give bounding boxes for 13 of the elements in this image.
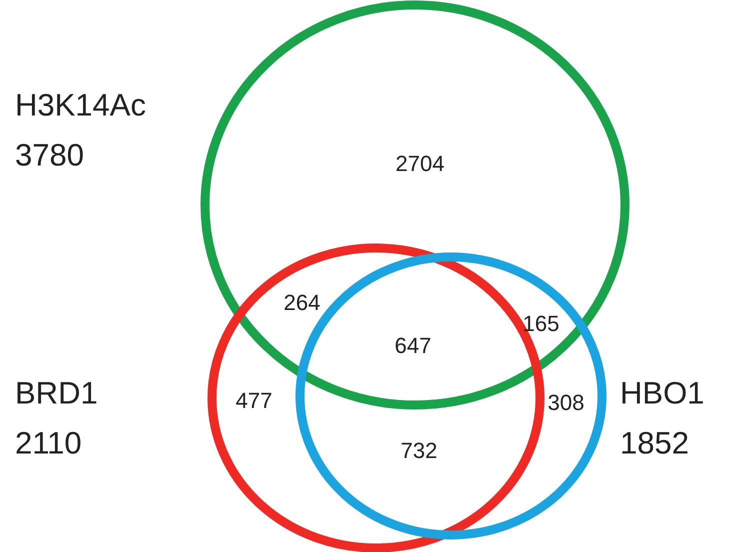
data-label: 3780 [15,138,84,173]
data-label: 1852 [620,426,689,461]
text: 477 [236,388,272,414]
text: 264 [284,290,320,316]
text: 165 [522,311,560,336]
text: 308 [548,390,584,416]
data-label: 2110 [15,426,82,461]
category-label: BRD1 [15,376,98,411]
category-label: H3K14Ac [15,88,146,123]
text: 732 [400,438,438,464]
text: 2704 [396,151,444,176]
text: 647 [394,333,432,358]
category-label: HBO1 [620,376,704,411]
